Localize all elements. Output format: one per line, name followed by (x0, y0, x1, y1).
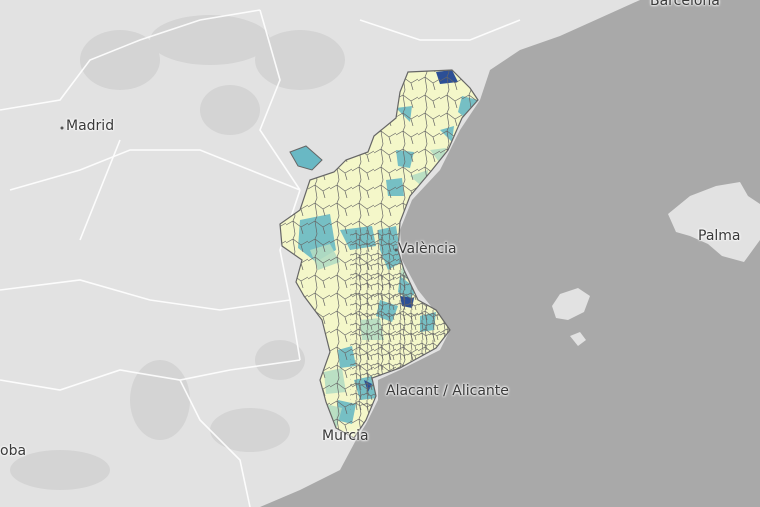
region-outline (279, 69, 479, 439)
label-palma: Palma (698, 228, 741, 244)
mallorca-island (668, 182, 760, 262)
label-valencia: València (398, 241, 457, 257)
city-markers (60, 126, 398, 252)
label-madrid: Madrid (66, 118, 115, 134)
label-alicante: Alacant / Alicante (386, 383, 509, 399)
label-barcelona: Barcelona (650, 0, 720, 9)
ibiza-island (552, 288, 590, 320)
label-cordoba: oba (0, 443, 27, 459)
formentera-island (570, 332, 586, 346)
ademuz-enclave (289, 145, 323, 171)
province-borders (0, 9, 521, 507)
terrain-shading (10, 15, 345, 490)
label-murcia: Murcia (322, 428, 369, 444)
